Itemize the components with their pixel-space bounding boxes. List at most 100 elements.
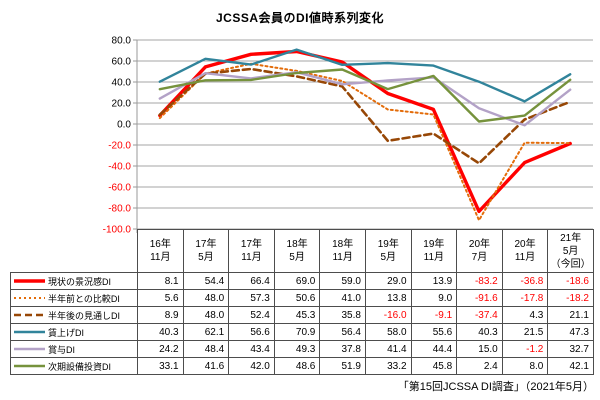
table-row: 半年前との比較DI 5.6 48.0 57.3 50.6 41.0 13.8 9.0 -91.6… xyxy=(10,289,594,307)
table-header-cell: 20年 7月 xyxy=(456,229,503,273)
value-cell: 33.2 xyxy=(364,357,412,375)
value-cell: 70.9 xyxy=(273,323,321,341)
value-cell: 24.2 xyxy=(137,340,184,358)
value-cell: 35.8 xyxy=(319,306,366,324)
value-cell: -1.2 xyxy=(501,340,549,358)
value-cell: 45.8 xyxy=(410,357,458,375)
table-header-cell: 17年 5月 xyxy=(182,229,230,273)
value-cell: 44.4 xyxy=(410,340,458,358)
value-cell: 47.3 xyxy=(547,323,594,341)
value-cell: 66.4 xyxy=(228,272,275,290)
legend-line-icon xyxy=(14,347,45,351)
value-cell: 4.3 xyxy=(501,306,549,324)
value-cell: 42.1 xyxy=(547,357,594,375)
value-cell: 15.0 xyxy=(456,340,503,358)
y-axis-label: -80.0 xyxy=(108,204,131,215)
value-cell: 37.8 xyxy=(319,340,366,358)
value-cell: 69.0 xyxy=(273,272,321,290)
value-cell: 59.0 xyxy=(319,272,366,290)
value-cell: -18.6 xyxy=(547,272,594,290)
value-cell: 45.3 xyxy=(273,306,321,324)
table-row: 次期設備投資DI 33.1 41.6 42.0 48.6 51.9 33.2 45.8 2.4 8… xyxy=(10,357,594,375)
value-cell: 50.6 xyxy=(273,289,321,307)
value-cell: 40.3 xyxy=(137,323,184,341)
value-cell: 62.1 xyxy=(182,323,230,341)
value-cell: 21.5 xyxy=(501,323,549,341)
table-row: 賞与DI 24.2 48.4 43.4 49.3 37.8 41.4 44.4 15.0 -1.2… xyxy=(10,340,594,358)
table-header-cell: 19年 11月 xyxy=(410,229,458,273)
value-cell: 33.1 xyxy=(137,357,184,375)
table-header-cell: 16年 11月 xyxy=(137,229,184,273)
value-cell: 8.9 xyxy=(137,306,184,324)
value-cell: -37.4 xyxy=(456,306,503,324)
value-cell: 51.9 xyxy=(319,357,366,375)
y-axis-label: 0.0 xyxy=(117,120,131,131)
series-line-4 xyxy=(158,48,572,103)
value-cell: 42.0 xyxy=(228,357,275,375)
series-label-cell: 賞与DI xyxy=(10,340,138,358)
value-cell: 9.0 xyxy=(410,289,458,307)
series-label-cell: 半年後の見通しDI xyxy=(10,306,138,324)
series-line-5 xyxy=(158,70,572,127)
value-cell: -16.0 xyxy=(364,306,412,324)
value-cell: 52.4 xyxy=(228,306,275,324)
y-axis-label: 80.0 xyxy=(112,36,132,47)
line-chart-plot-area: 80.060.040.020.00.0-20.0-40.0-60.0-80.0-… xyxy=(103,36,594,236)
table-row: 現状の景況感DI 8.1 54.4 66.4 69.0 59.0 29.0 13.9 -83.2… xyxy=(10,272,594,290)
value-cell: 56.6 xyxy=(228,323,275,341)
value-cell: 48.6 xyxy=(273,357,321,375)
value-cell: -18.2 xyxy=(547,289,594,307)
table-header-cell: 19年 5月 xyxy=(364,229,412,273)
series-label-cell: 半年前との比較DI xyxy=(10,289,138,307)
series-line-3 xyxy=(158,67,572,165)
series-label-cell: 次期設備投資DI xyxy=(10,357,138,375)
value-cell: 57.3 xyxy=(228,289,275,307)
series-label: 次期設備投資DI xyxy=(48,361,112,372)
series-label: 賃上げDI xyxy=(48,327,85,338)
value-cell: 21.1 xyxy=(547,306,594,324)
legend-line-icon xyxy=(14,364,45,368)
series-line-2 xyxy=(158,62,572,222)
table-header-cell: 18年 11月 xyxy=(319,229,366,273)
table-header-cell: 20年 11月 xyxy=(501,229,549,273)
legend-line-icon xyxy=(14,330,45,334)
source-caption: 「第15回JCSSA DI調査」（2021年5月） xyxy=(397,381,594,393)
table-header-cell: 21年 5月 （今回） xyxy=(547,229,594,273)
value-cell: -9.1 xyxy=(410,306,458,324)
value-cell: -17.8 xyxy=(501,289,549,307)
series-label-cell: 現状の景況感DI xyxy=(10,272,138,290)
value-cell: -36.8 xyxy=(501,272,549,290)
y-axis-label: -40.0 xyxy=(108,162,131,173)
value-cell: 55.6 xyxy=(410,323,458,341)
value-cell: 48.4 xyxy=(182,340,230,358)
table-row: 賃上げDI 40.3 62.1 56.6 70.9 56.4 58.0 55.6 40.3 21.… xyxy=(10,323,594,341)
legend-line-icon xyxy=(14,313,45,317)
y-axis-label: -20.0 xyxy=(108,141,131,152)
chart-title: JCSSA会員のDI値時系列変化 xyxy=(215,11,384,25)
y-axis-label: -60.0 xyxy=(108,183,131,194)
value-cell: 13.9 xyxy=(410,272,458,290)
series-label: 半年後の見通しDI xyxy=(48,310,121,321)
value-cell: 2.4 xyxy=(456,357,503,375)
value-cell: 13.8 xyxy=(364,289,412,307)
value-cell: 56.4 xyxy=(319,323,366,341)
value-cell: 8.0 xyxy=(501,357,549,375)
table-row: 半年後の見通しDI 8.9 48.0 52.4 45.3 35.8 -16.0 -9.1 -37… xyxy=(10,306,594,324)
value-cell: -91.6 xyxy=(456,289,503,307)
y-axis-label: 40.0 xyxy=(112,78,132,89)
y-axis-label: 20.0 xyxy=(112,99,132,110)
table-header-cell: 18年 5月 xyxy=(273,229,321,273)
table-corner-cell xyxy=(10,229,138,273)
value-cell: 49.3 xyxy=(273,340,321,358)
value-cell: 41.0 xyxy=(319,289,366,307)
series-label: 賞与DI xyxy=(48,344,76,355)
di-data-table: 16年 11月 17年 5月 17年 11月 18年 5月 18年 11月 19年 5月 1… xyxy=(10,229,594,375)
value-cell: -83.2 xyxy=(456,272,503,290)
legend-line-icon xyxy=(14,279,45,283)
table-header-row: 16年 11月 17年 5月 17年 11月 18年 5月 18年 11月 19年 5月 1… xyxy=(10,229,594,273)
series-label: 半年前との比較DI xyxy=(48,293,120,304)
legend-line-icon xyxy=(14,297,45,299)
value-cell: 48.0 xyxy=(182,289,230,307)
series-label-cell: 賃上げDI xyxy=(10,323,138,341)
